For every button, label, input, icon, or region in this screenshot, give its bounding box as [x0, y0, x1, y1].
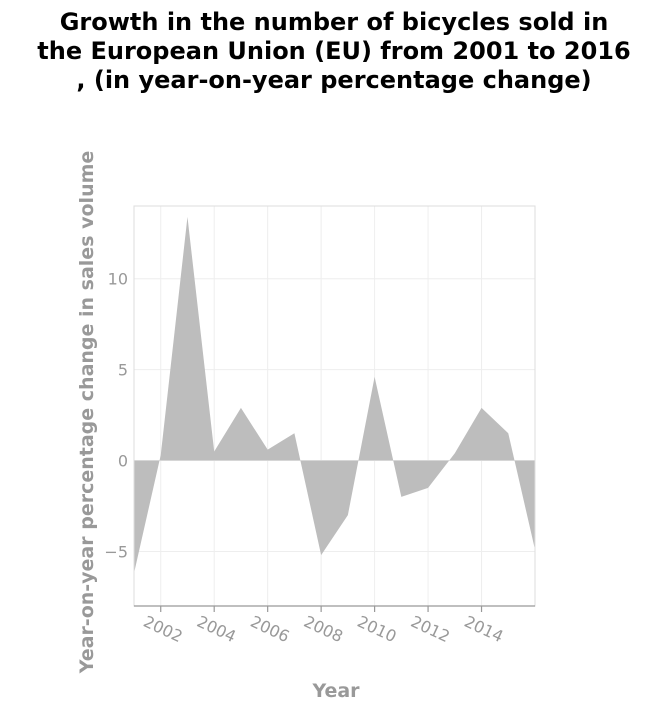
- plot-frame: [133, 205, 536, 612]
- y-axis-title: Year-on-year percentage change in sales …: [76, 151, 98, 675]
- y-tick-labels: −5 0 5 10: [104, 270, 128, 562]
- area-fill: [134, 216, 535, 574]
- x-tick-labels: 2002 2004 2006 2008 2010 2012 2014: [141, 612, 507, 646]
- title-line-1: Growth in the number of bicycles sold in: [59, 8, 609, 36]
- x-tick-label: 2006: [248, 612, 293, 646]
- y-tick-label: 0: [118, 452, 128, 471]
- x-tick-label: 2014: [461, 612, 506, 646]
- chart-title: Growth in the number of bicycles sold in…: [0, 8, 668, 95]
- title-line-3: , (in year-on-year percentage change): [76, 66, 592, 94]
- x-tick-label: 2008: [301, 612, 346, 646]
- y-tick-label: −5: [104, 542, 128, 561]
- y-tick-label: 10: [108, 270, 128, 289]
- y-tick-label: 5: [118, 361, 128, 380]
- x-tick-label: 2012: [408, 612, 453, 646]
- x-tick-label: 2010: [354, 612, 399, 646]
- x-axis-title: Year: [311, 680, 360, 702]
- x-tick-label: 2002: [141, 612, 186, 646]
- x-tick-label: 2004: [194, 612, 239, 646]
- title-line-2: the European Union (EU) from 2001 to 201…: [37, 37, 631, 65]
- area-series: [134, 216, 535, 574]
